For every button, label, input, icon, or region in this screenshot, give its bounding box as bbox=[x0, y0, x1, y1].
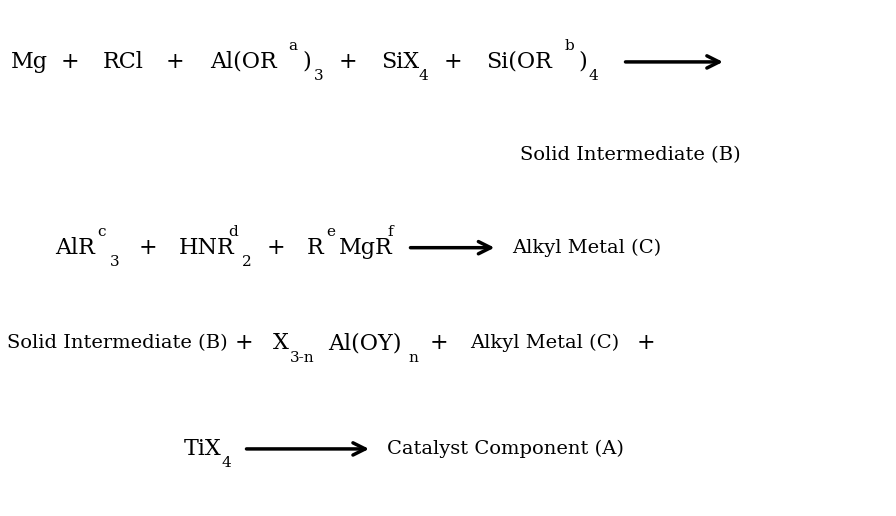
Text: 3: 3 bbox=[110, 255, 120, 269]
Text: TiX: TiX bbox=[184, 438, 221, 460]
Text: Al(OR: Al(OR bbox=[211, 51, 277, 73]
Text: 2: 2 bbox=[242, 255, 252, 269]
Text: ): ) bbox=[303, 51, 312, 73]
Text: 3-n: 3-n bbox=[289, 350, 314, 365]
Text: 4: 4 bbox=[221, 456, 231, 471]
Text: f: f bbox=[387, 225, 392, 239]
Text: +: + bbox=[430, 332, 449, 354]
Text: 4: 4 bbox=[589, 69, 599, 84]
Text: b: b bbox=[564, 39, 574, 54]
Text: +: + bbox=[267, 237, 286, 259]
Text: a: a bbox=[289, 39, 297, 54]
Text: SiX: SiX bbox=[381, 51, 419, 73]
Text: +: + bbox=[339, 51, 358, 73]
Text: Al(OY): Al(OY) bbox=[328, 332, 401, 354]
Text: Mg: Mg bbox=[11, 51, 47, 73]
Text: Catalyst Component (A): Catalyst Component (A) bbox=[387, 440, 624, 458]
Text: +: + bbox=[636, 332, 655, 354]
Text: Alkyl Metal (C): Alkyl Metal (C) bbox=[470, 334, 619, 352]
Text: d: d bbox=[228, 225, 238, 239]
Text: Solid Intermediate (B): Solid Intermediate (B) bbox=[520, 146, 740, 164]
Text: +: + bbox=[61, 51, 80, 73]
Text: Si(OR: Si(OR bbox=[486, 51, 552, 73]
Text: X: X bbox=[273, 332, 289, 354]
Text: e: e bbox=[326, 225, 335, 239]
Text: RCl: RCl bbox=[103, 51, 144, 73]
Text: Solid Intermediate (B): Solid Intermediate (B) bbox=[7, 334, 228, 352]
Text: MgR: MgR bbox=[339, 237, 392, 259]
Text: +: + bbox=[444, 51, 462, 73]
Text: c: c bbox=[97, 225, 105, 239]
Text: R: R bbox=[306, 237, 323, 259]
Text: +: + bbox=[166, 51, 185, 73]
Text: 4: 4 bbox=[418, 69, 428, 84]
Text: AlR: AlR bbox=[56, 237, 96, 259]
Text: +: + bbox=[139, 237, 158, 259]
Text: n: n bbox=[409, 350, 418, 365]
Text: HNR: HNR bbox=[179, 237, 235, 259]
Text: +: + bbox=[235, 332, 254, 354]
Text: ): ) bbox=[578, 51, 587, 73]
Text: Alkyl Metal (C): Alkyl Metal (C) bbox=[513, 238, 661, 257]
Text: 3: 3 bbox=[314, 69, 323, 84]
